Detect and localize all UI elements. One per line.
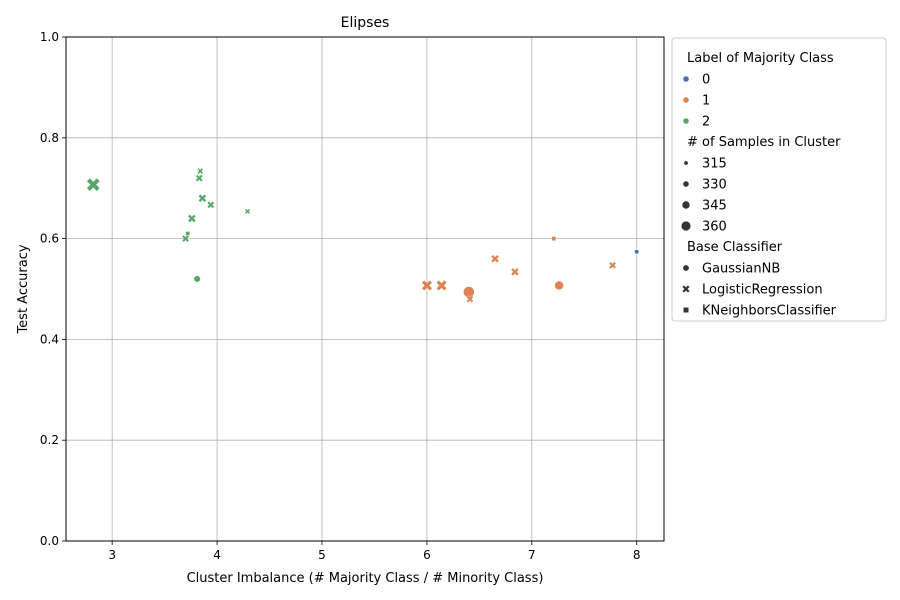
y-tick-label: 0.2 [40, 433, 59, 447]
legend-entry-label: 2 [702, 115, 710, 130]
data-point [490, 254, 500, 264]
data-point [197, 167, 204, 175]
legend-section-title: Label of Majority Class [687, 51, 834, 66]
grid-lines [66, 36, 664, 542]
data-point [634, 249, 640, 255]
data-point [181, 234, 190, 243]
legend-entry-label: 0 [702, 73, 710, 88]
legend-entry-label: 315 [702, 157, 727, 172]
data-point [551, 236, 557, 241]
legend-color-marker [683, 118, 689, 124]
x-tick-label: 6 [423, 548, 431, 562]
legend-section-title: # of Samples in Cluster [687, 135, 841, 150]
data-point [244, 208, 251, 215]
y-axis-ticks: 0.0 0.2 0.4 0.6 0.8 1.0 [40, 30, 66, 548]
legend-frame [671, 37, 887, 322]
x-tick-label: 4 [213, 548, 221, 562]
data-point [466, 295, 474, 303]
legend-size-marker [681, 221, 691, 231]
data-points [86, 167, 640, 303]
legend-size-marker [682, 201, 690, 209]
data-point [510, 267, 520, 277]
legend: Label of Majority Class 0 1 2 # of Samples i… [671, 37, 887, 322]
data-point [195, 174, 204, 182]
x-tick-label: 8 [633, 548, 641, 562]
y-tick-label: 0.8 [40, 131, 59, 145]
y-axis-label: Test Accuracy [16, 244, 31, 334]
data-point [608, 261, 617, 270]
legend-color-marker [683, 97, 689, 103]
plot-frame [65, 36, 665, 542]
legend-size-marker [684, 161, 688, 165]
chart-title: Elipses [341, 15, 390, 31]
legend-size-marker [683, 181, 689, 187]
data-point [187, 214, 197, 223]
legend-entry-label: 360 [702, 220, 727, 235]
x-axis-label: Cluster Imbalance (# Majority Class / # … [187, 571, 544, 586]
x-axis-ticks: 3 4 5 6 7 8 [108, 541, 641, 562]
data-point [198, 194, 207, 203]
x-tick-label: 5 [318, 548, 326, 562]
legend-section-title: Base Classifier [687, 240, 783, 255]
legend-style-marker [681, 284, 691, 294]
x-tick-label: 3 [108, 548, 116, 562]
y-tick-label: 1.0 [40, 30, 59, 44]
legend-entry-label: 345 [702, 199, 727, 214]
legend-style-marker [682, 264, 690, 272]
legend-entry-label: 1 [702, 94, 710, 109]
legend-entry-label: LogisticRegression [702, 283, 823, 298]
y-tick-label: 0.6 [40, 232, 59, 246]
legend-entry-label: 330 [702, 178, 727, 193]
data-point [206, 200, 215, 209]
legend-color-marker [683, 76, 689, 82]
data-point [86, 177, 101, 192]
y-tick-label: 0.4 [40, 332, 59, 346]
legend-entry-label: GaussianNB [702, 262, 780, 277]
legend-entry-label: KNeighborsClassifier [702, 304, 837, 319]
y-tick-label: 0.0 [40, 534, 59, 548]
data-point [185, 231, 191, 236]
x-tick-label: 7 [528, 548, 536, 562]
data-point [193, 275, 201, 283]
data-point [421, 279, 433, 292]
data-point [436, 279, 448, 292]
data-point [554, 280, 564, 291]
data-point [462, 286, 475, 298]
legend-style-marker [683, 307, 689, 313]
